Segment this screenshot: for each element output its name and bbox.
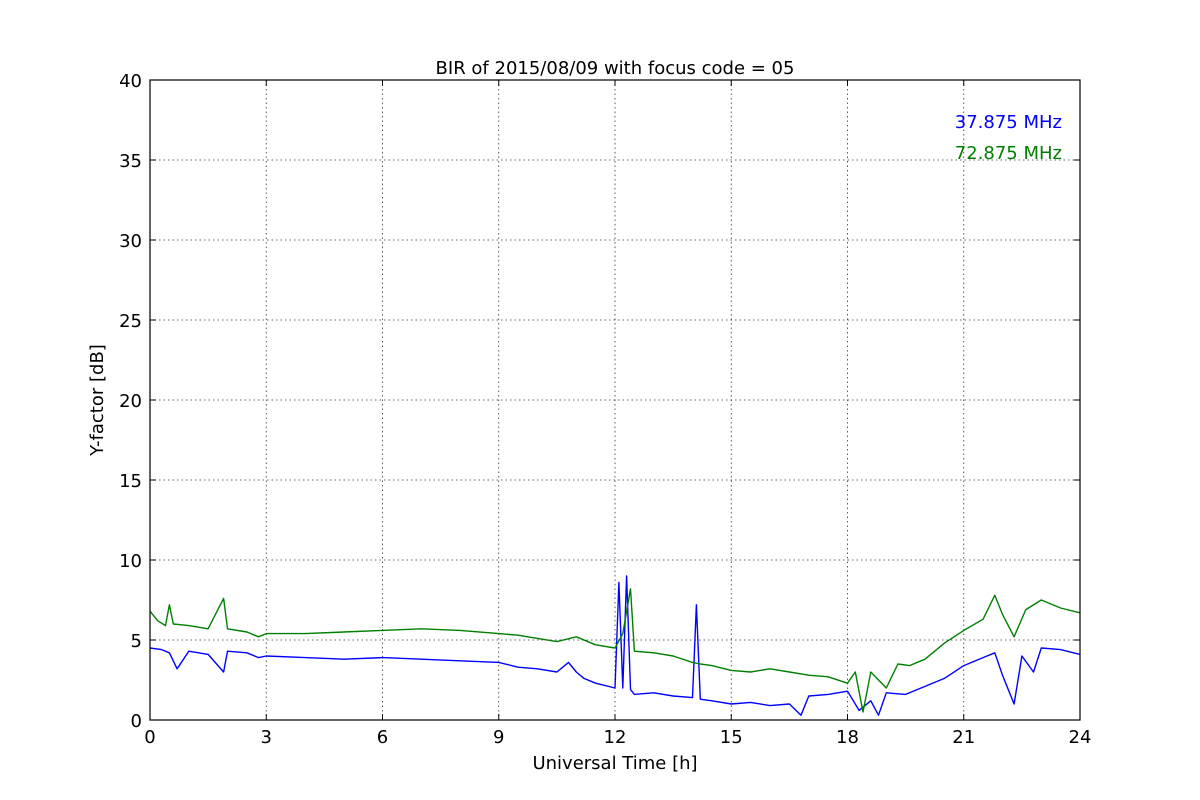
x-tick-label: 0: [144, 727, 155, 748]
x-tick-label: 15: [720, 727, 743, 748]
x-axis-label: Universal Time [h]: [532, 753, 697, 774]
x-tick-label: 6: [377, 727, 388, 748]
x-tick-label: 24: [1069, 727, 1092, 748]
x-tick-label: 3: [261, 727, 272, 748]
series-line-37-875-mhz: [149, 575, 1081, 716]
y-tick-label: 30: [119, 231, 142, 252]
y-tick-label: 35: [119, 151, 142, 172]
y-tick-label: 0: [131, 711, 142, 732]
tick-labels: 0 3 6 9 12 15 18 21 24 0 5 10 15 20 25 30 35 40: [119, 71, 1091, 748]
x-tick-label: 21: [952, 727, 975, 748]
y-tick-label: 20: [119, 391, 142, 412]
plot-area: [149, 575, 1081, 716]
axis-ticks: [149, 79, 1081, 721]
legend-label-72-875-mhz: 72.875 MHz: [955, 143, 1062, 164]
y-tick-label: 10: [119, 551, 142, 572]
y-tick-label: 15: [119, 471, 142, 492]
legend: 37.875 MHz 72.875 MHz: [955, 112, 1062, 164]
y-tick-label: 40: [119, 71, 142, 92]
x-tick-label: 9: [493, 727, 504, 748]
y-axis-label: Y-factor [dB]: [87, 344, 108, 457]
grid: [150, 80, 1080, 720]
y-tick-label: 5: [131, 631, 142, 652]
chart-title: BIR of 2015/08/09 with focus code = 05: [436, 58, 795, 79]
x-tick-label: 18: [836, 727, 859, 748]
y-tick-label: 25: [119, 311, 142, 332]
x-tick-label: 12: [604, 727, 627, 748]
series-line-72-875-mhz: [149, 588, 1081, 713]
legend-label-37-875-mhz: 37.875 MHz: [955, 112, 1062, 133]
